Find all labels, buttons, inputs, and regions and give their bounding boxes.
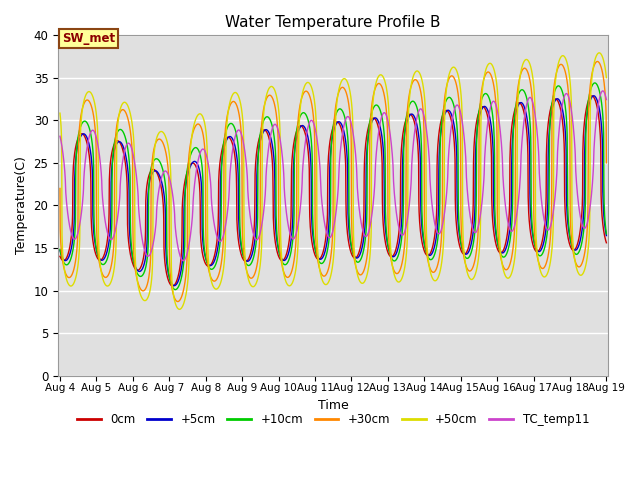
0cm <box>169 283 177 289</box>
+5cm <box>170 283 178 288</box>
Text: SW_met: SW_met <box>62 32 115 45</box>
+50cm <box>554 61 562 67</box>
Line: TC_temp11: TC_temp11 <box>60 91 606 261</box>
TC_temp11 <box>492 102 500 108</box>
+50cm <box>56 110 64 116</box>
+50cm <box>361 278 369 284</box>
Line: +10cm: +10cm <box>60 83 606 289</box>
TC_temp11 <box>56 133 64 139</box>
+50cm <box>595 50 603 56</box>
+30cm <box>361 264 369 270</box>
X-axis label: Time: Time <box>318 399 349 412</box>
+10cm <box>492 228 500 233</box>
+10cm <box>172 287 179 292</box>
+5cm <box>602 233 610 239</box>
+30cm <box>174 299 182 304</box>
+30cm <box>570 251 577 257</box>
+50cm <box>349 131 357 137</box>
Line: +5cm: +5cm <box>60 96 606 286</box>
+50cm <box>570 246 577 252</box>
0cm <box>570 247 577 253</box>
+10cm <box>554 83 562 89</box>
+5cm <box>56 247 64 253</box>
+10cm <box>591 80 598 86</box>
Line: +30cm: +30cm <box>60 61 606 301</box>
+50cm <box>175 306 183 312</box>
+30cm <box>492 103 500 108</box>
TC_temp11 <box>554 137 562 143</box>
+5cm <box>492 232 500 238</box>
+50cm <box>602 75 610 81</box>
TC_temp11 <box>209 209 216 215</box>
Line: +50cm: +50cm <box>60 53 606 309</box>
+30cm <box>209 277 216 283</box>
Y-axis label: Temperature(C): Temperature(C) <box>15 156 28 254</box>
0cm <box>349 254 357 260</box>
+30cm <box>593 59 601 64</box>
+30cm <box>56 186 64 192</box>
TC_temp11 <box>349 130 357 136</box>
0cm <box>361 150 369 156</box>
+5cm <box>554 96 562 102</box>
0cm <box>602 240 610 246</box>
+10cm <box>349 251 357 257</box>
0cm <box>209 259 216 264</box>
+10cm <box>570 248 577 254</box>
+5cm <box>349 250 357 256</box>
Title: Water Temperature Profile B: Water Temperature Profile B <box>225 15 441 30</box>
0cm <box>56 253 64 259</box>
+50cm <box>492 76 500 82</box>
Line: 0cm: 0cm <box>60 96 606 286</box>
0cm <box>554 99 562 105</box>
TC_temp11 <box>361 233 369 239</box>
+30cm <box>602 160 610 166</box>
+5cm <box>590 93 598 99</box>
TC_temp11 <box>599 88 607 94</box>
TC_temp11 <box>570 126 577 132</box>
+10cm <box>602 231 610 237</box>
+5cm <box>570 246 577 252</box>
+10cm <box>209 266 216 272</box>
TC_temp11 <box>602 96 610 102</box>
+30cm <box>554 64 562 70</box>
+30cm <box>349 247 357 252</box>
0cm <box>492 241 500 247</box>
+5cm <box>361 224 369 230</box>
Legend: 0cm, +5cm, +10cm, +30cm, +50cm, TC_temp11: 0cm, +5cm, +10cm, +30cm, +50cm, TC_temp1… <box>72 408 594 431</box>
+10cm <box>56 246 64 252</box>
+5cm <box>209 261 216 267</box>
+10cm <box>361 239 369 245</box>
0cm <box>588 93 596 99</box>
TC_temp11 <box>179 258 187 264</box>
+50cm <box>209 282 216 288</box>
